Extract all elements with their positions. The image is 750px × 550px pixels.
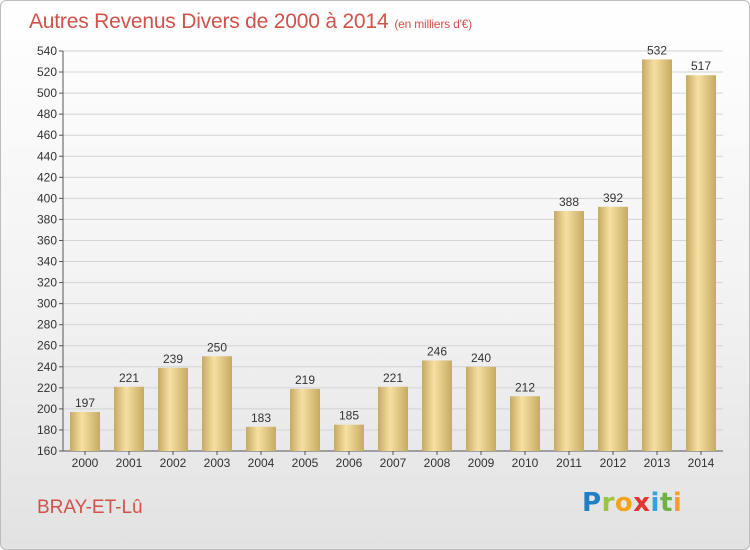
bar	[202, 356, 232, 451]
x-tick-label: 2009	[468, 456, 495, 470]
y-tick-label: 460	[37, 128, 57, 142]
x-tick-label: 2000	[72, 456, 99, 470]
bar	[466, 366, 496, 451]
bar-value-label: 388	[559, 195, 579, 209]
bar-value-label: 246	[427, 344, 447, 358]
bar-value-label: 212	[515, 380, 535, 394]
chart-title: Autres Revenus Divers de 2000 à 2014 (en …	[29, 10, 472, 34]
x-tick-label: 2004	[248, 456, 275, 470]
x-tick-label: 2001	[116, 456, 143, 470]
place-name: BRAY-ET-Lû	[37, 497, 143, 518]
y-tick-label: 360	[37, 233, 57, 247]
bar	[378, 386, 408, 451]
x-tick-label: 2010	[512, 456, 539, 470]
proxiti-logo: Proxiti	[582, 488, 683, 518]
bar	[158, 367, 188, 451]
x-tick-label: 2007	[380, 456, 407, 470]
bar-value-label: 239	[163, 352, 183, 366]
bar	[598, 206, 628, 451]
y-tick-label: 220	[37, 381, 57, 395]
title-unit: (en milliers d'€)	[394, 17, 472, 31]
bar-value-label: 221	[383, 371, 403, 385]
bar-value-label: 532	[647, 43, 667, 57]
bar	[686, 75, 716, 452]
bar	[642, 59, 672, 451]
y-tick-label: 240	[37, 360, 57, 374]
y-tick-label: 480	[37, 107, 57, 121]
y-tick-label: 300	[37, 297, 57, 311]
y-tick-label: 180	[37, 423, 57, 437]
x-tick-label: 2013	[644, 456, 671, 470]
y-tick-label: 400	[37, 191, 57, 205]
bar-value-label: 219	[295, 373, 315, 387]
bar	[422, 360, 452, 451]
x-tick-label: 2011	[556, 456, 582, 470]
bar	[246, 426, 276, 451]
x-tick-label: 2008	[424, 456, 451, 470]
y-tick-label: 280	[37, 318, 57, 332]
y-tick-label: 520	[37, 65, 57, 79]
x-tick-label: 2014	[688, 456, 715, 470]
y-tick-label: 540	[37, 44, 57, 58]
y-tick-label: 200	[37, 402, 57, 416]
bar-value-label: 240	[471, 351, 491, 365]
bar	[70, 412, 100, 451]
y-tick-label: 500	[37, 86, 57, 100]
bar	[510, 396, 540, 451]
bar-value-label: 392	[603, 191, 623, 205]
bar-value-label: 185	[339, 409, 359, 423]
x-tick-label: 2005	[292, 456, 319, 470]
y-tick-label: 260	[37, 339, 57, 353]
bar-value-label: 221	[119, 371, 139, 385]
bar	[554, 211, 584, 451]
y-tick-label: 320	[37, 276, 57, 290]
bar	[290, 388, 320, 451]
x-tick-label: 2006	[336, 456, 363, 470]
x-tick-label: 2012	[600, 456, 627, 470]
bar-value-label: 183	[251, 411, 271, 425]
bar	[114, 386, 144, 451]
bar	[334, 424, 364, 451]
x-tick-label: 2002	[160, 456, 187, 470]
x-tick-label: 2003	[204, 456, 231, 470]
bar-value-label: 197	[75, 396, 95, 410]
bar-value-label: 250	[207, 340, 227, 354]
bar-value-label: 517	[691, 59, 711, 73]
y-tick-label: 420	[37, 170, 57, 184]
y-tick-label: 380	[37, 212, 57, 226]
y-tick-label: 340	[37, 255, 57, 269]
y-tick-label: 440	[37, 149, 57, 163]
title-text: Autres Revenus Divers de 2000 à 2014	[29, 10, 389, 33]
y-tick-label: 160	[37, 444, 57, 458]
